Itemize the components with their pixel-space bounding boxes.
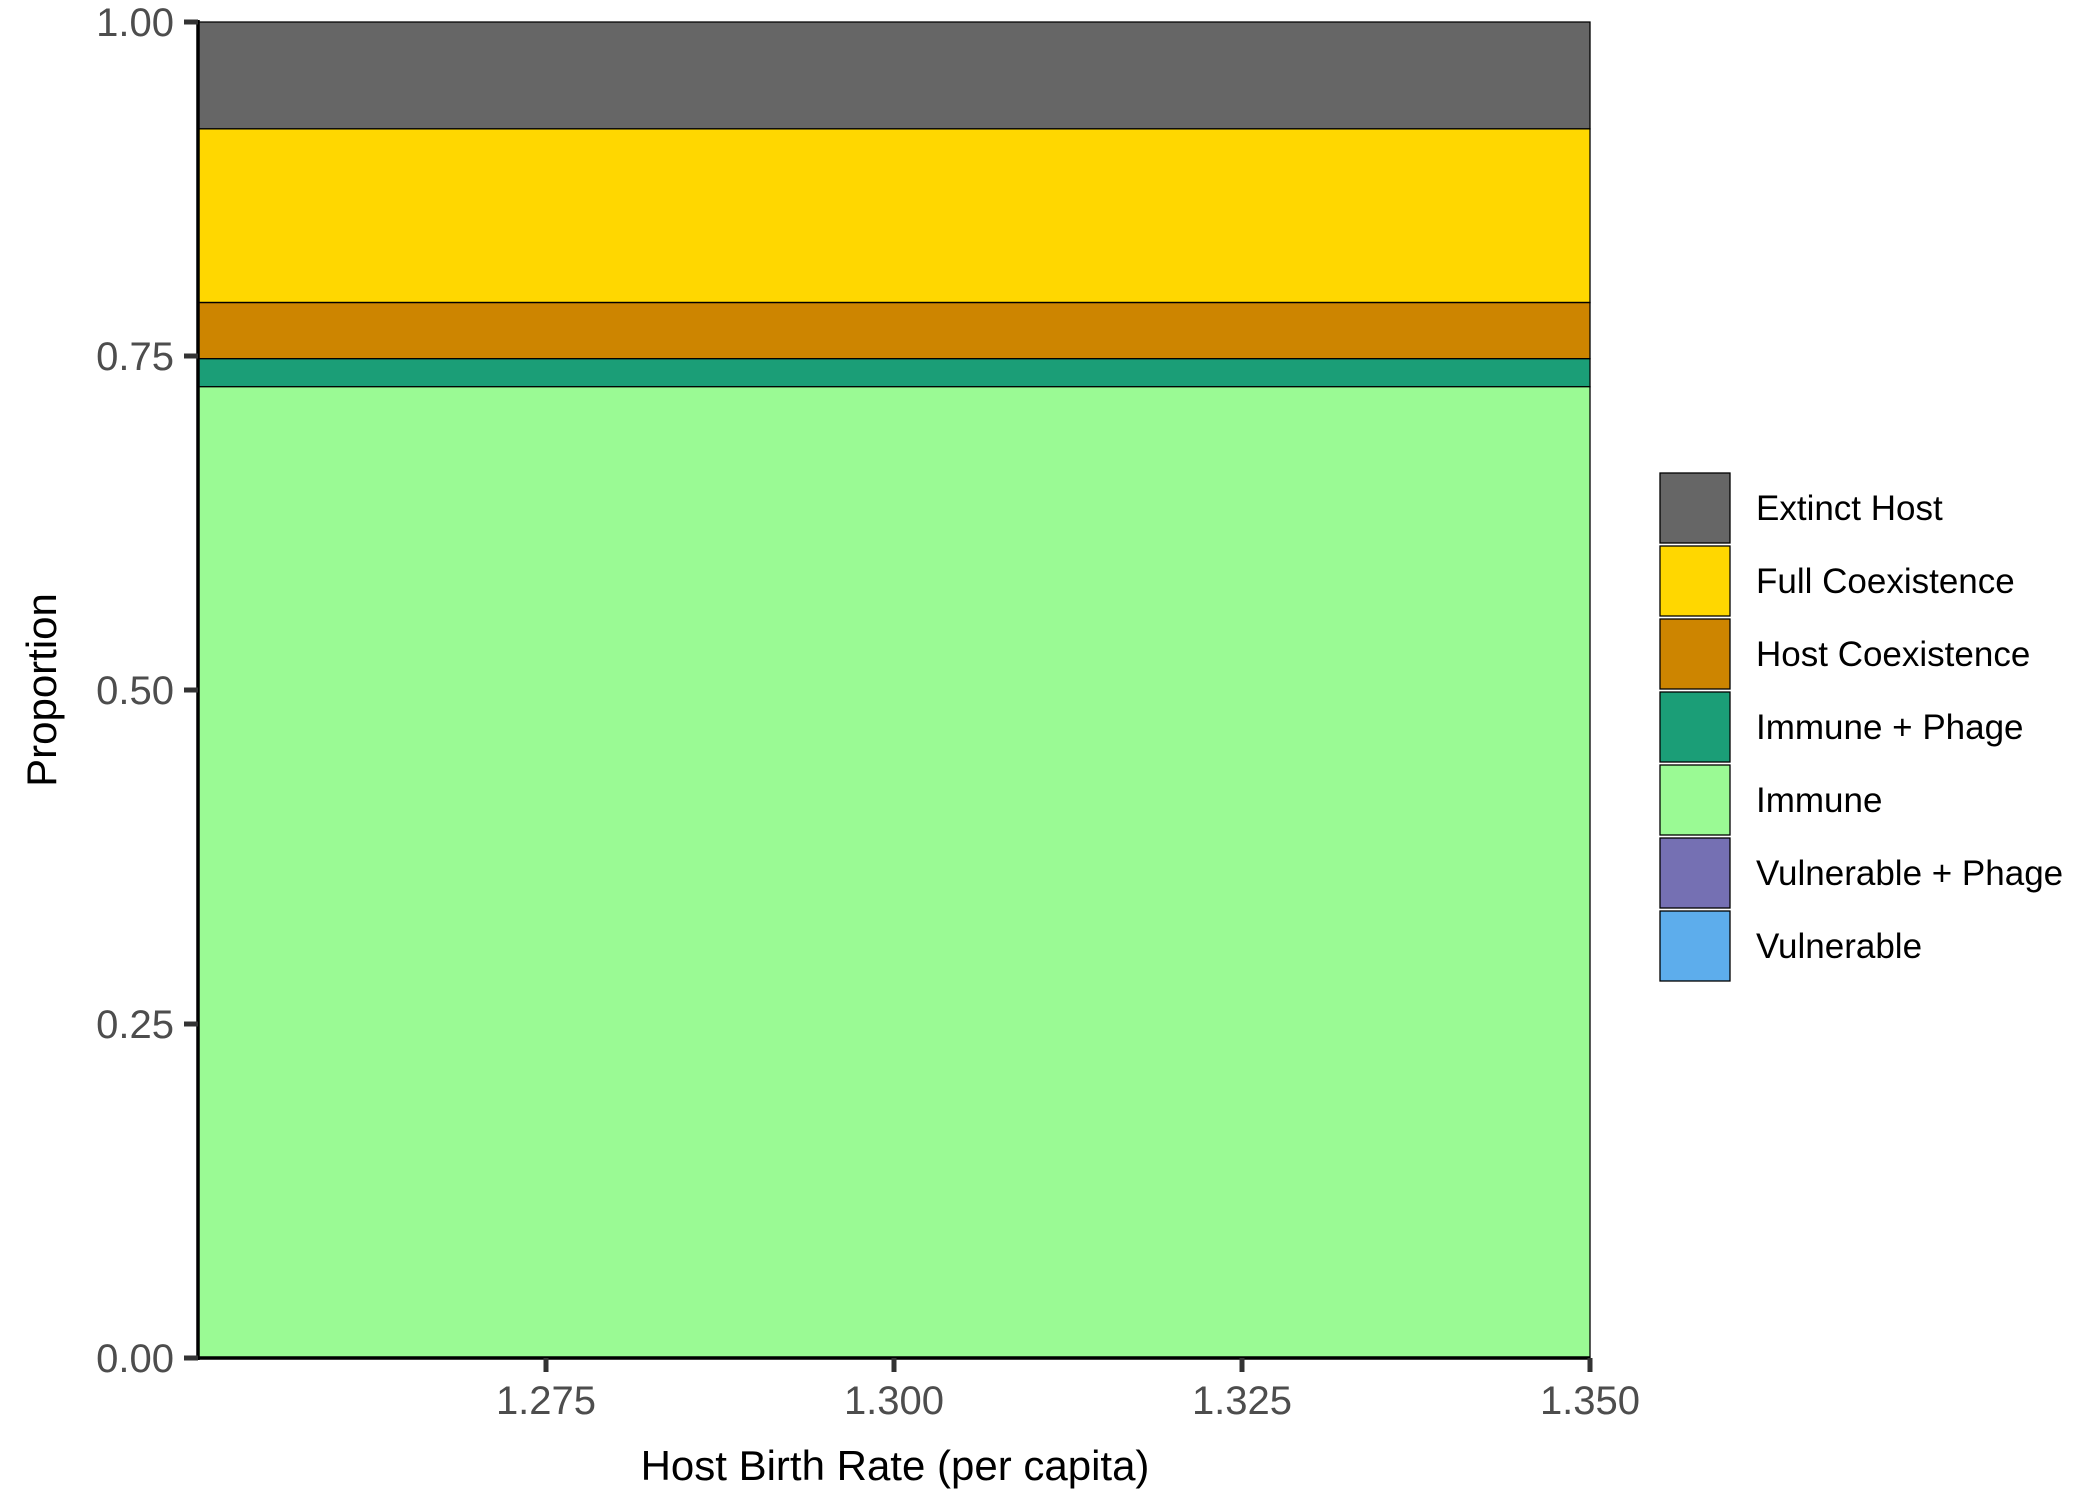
- legend-label: Vulnerable + Phage: [1756, 854, 2063, 893]
- legend-item-host-coexistence: Host Coexistence: [1659, 618, 2030, 690]
- legend-item-full-coexistence: Full Coexistence: [1659, 545, 2015, 617]
- x-axis-title: Host Birth Rate (per capita): [641, 1442, 1150, 1489]
- legend-key: [1659, 618, 1731, 690]
- area-immune: [197, 386, 1591, 1359]
- legend-label: Extinct Host: [1756, 489, 1943, 528]
- legend-item-vulnerable: Vulnerable: [1659, 910, 1922, 982]
- legend-item-vulnerable-phage: Vulnerable + Phage: [1659, 837, 2063, 909]
- legend: Extinct Host Full Coexistence Host Coexist…: [1659, 472, 2063, 982]
- area-full-coexistence: [197, 128, 1591, 304]
- legend-label: Immune + Phage: [1756, 708, 2024, 747]
- legend-label: Host Coexistence: [1756, 635, 2030, 674]
- legend-item-immune-phage: Immune + Phage: [1659, 691, 2024, 763]
- legend-key: [1659, 545, 1731, 617]
- legend-item-immune: Immune: [1659, 764, 1882, 836]
- area-extinct-host: [197, 21, 1591, 130]
- area-immune-phage: [197, 358, 1591, 388]
- tick-labels: 0.00 0.25 0.50 0.75 1.00 1.275 1.300 1.325 1.350: [96, 1, 1640, 1423]
- legend-label: Full Coexistence: [1756, 562, 2015, 601]
- legend-key: [1659, 837, 1731, 909]
- y-tick-label: 1.00: [96, 1, 174, 45]
- y-tick-label: 0.25: [96, 1003, 174, 1047]
- y-tick-label: 0.75: [96, 335, 174, 379]
- area-layers: [197, 21, 1591, 1359]
- x-tick-label: 1.275: [496, 1379, 596, 1423]
- y-axis-title: Proportion: [18, 593, 65, 787]
- x-tick-label: 1.350: [1540, 1379, 1640, 1423]
- legend-key: [1659, 472, 1731, 544]
- axes: [184, 19, 1593, 1372]
- y-tick-label: 0.00: [96, 1337, 174, 1381]
- legend-label: Immune: [1756, 781, 1882, 820]
- legend-key: [1659, 691, 1731, 763]
- legend-key: [1659, 910, 1731, 982]
- x-tick-label: 1.300: [844, 1379, 944, 1423]
- legend-key: [1659, 764, 1731, 836]
- legend-label: Vulnerable: [1756, 927, 1922, 966]
- y-tick-label: 0.50: [96, 669, 174, 713]
- area-host-coexistence: [197, 301, 1591, 360]
- legend-item-extinct-host: Extinct Host: [1659, 472, 1943, 544]
- x-tick-label: 1.325: [1192, 1379, 1292, 1423]
